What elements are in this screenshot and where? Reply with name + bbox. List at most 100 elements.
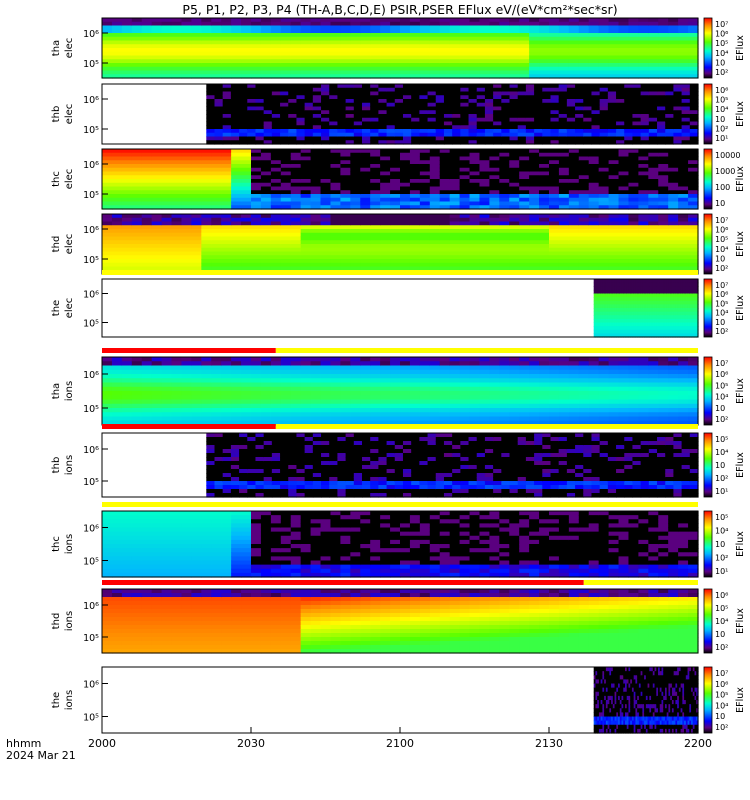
spectrogram-cell <box>638 33 649 37</box>
spectrogram-cell <box>191 229 202 233</box>
spectrogram-cell <box>231 149 242 153</box>
spectrogram-cell <box>688 41 699 45</box>
spectrogram-cell <box>599 237 610 241</box>
spectrogram-cell <box>609 149 620 153</box>
spectrogram-cell <box>410 164 421 168</box>
spectrogram-cell <box>589 157 600 161</box>
spectrogram-cell <box>591 114 600 118</box>
spectrogram-cell <box>599 248 610 252</box>
spectrogram-cell <box>360 187 371 191</box>
spectrogram-cell <box>509 252 520 256</box>
spectrogram-cell <box>281 149 292 153</box>
spectrogram-cell <box>201 149 212 153</box>
spectrogram-cell <box>215 103 224 107</box>
spectrogram-cell <box>599 225 610 229</box>
spectrogram-cell <box>616 95 625 99</box>
spectrogram-cell <box>255 92 264 96</box>
spectrogram-cell <box>215 95 224 99</box>
spectrogram-cell <box>509 63 520 67</box>
spectrogram-cell <box>380 63 391 67</box>
spectrogram-cell <box>436 118 445 122</box>
spectrogram-cell <box>291 248 302 252</box>
spectrogram-cell <box>239 110 248 114</box>
spectrogram-cell <box>211 225 222 229</box>
spectrogram-cell <box>311 183 322 187</box>
spectrogram-cell <box>181 71 192 75</box>
spectrogram-cell <box>172 29 183 33</box>
spectrogram-cell <box>239 114 248 118</box>
spectrogram-cell <box>489 172 500 176</box>
spectrogram-cell <box>518 99 527 103</box>
spectrogram-cell <box>330 153 341 157</box>
spectrogram-cell <box>411 133 420 137</box>
spectrogram-cell <box>648 149 659 153</box>
spectrogram-cell <box>579 190 590 194</box>
spectrogram-cell <box>191 198 202 202</box>
spectrogram-cell <box>231 44 242 48</box>
spectrogram-cell <box>251 255 262 259</box>
spectrogram-cell <box>648 222 659 226</box>
spectrogram-cell <box>678 183 689 187</box>
spectrogram-cell <box>628 157 639 161</box>
spectrogram-cell <box>330 44 341 48</box>
spectrogram-cell <box>420 225 431 229</box>
spectrogram-cell <box>296 103 305 107</box>
spectrogram-cell <box>673 118 682 122</box>
spectrogram-cell <box>628 225 639 229</box>
spectrogram-cell <box>102 244 113 248</box>
spectrogram-cell <box>658 48 669 52</box>
panel-ylabel-probe: thc <box>51 171 62 187</box>
spectrogram-cell <box>251 222 262 226</box>
spectrogram-cell <box>102 366 113 371</box>
spectrogram-cell <box>470 218 481 222</box>
spectrogram-cell <box>430 233 441 237</box>
spectrogram-cell <box>321 240 332 244</box>
spectrogram-cell <box>493 95 502 99</box>
spectrogram-cell <box>470 26 481 30</box>
spectrogram-cell <box>305 95 314 99</box>
spectrogram-cell <box>579 33 590 37</box>
spectrogram-cell <box>221 153 232 157</box>
spectrogram-cell <box>201 41 212 45</box>
spectrogram-cell <box>499 149 510 153</box>
spectrogram-cell <box>400 164 411 168</box>
spectrogram-cell <box>420 41 431 45</box>
spectrogram-cell <box>301 29 312 33</box>
spectrogram-cell <box>550 122 559 126</box>
spectrogram-cell <box>330 194 341 198</box>
spectrogram-cell <box>420 168 431 172</box>
spectrogram-cell <box>251 63 262 67</box>
spectrogram-cell <box>112 263 123 267</box>
spectrogram-cell <box>301 59 312 63</box>
spectrogram-cell <box>619 175 630 179</box>
spectrogram-cell <box>132 222 143 226</box>
spectrogram-cell <box>479 187 490 191</box>
spectrogram-cell <box>281 52 292 56</box>
spectrogram-cell <box>395 133 404 137</box>
spectrogram-cell <box>619 18 630 22</box>
spectrogram-cell <box>172 255 183 259</box>
spectrogram-cell <box>340 44 351 48</box>
spectrogram-cell <box>479 33 490 37</box>
spectrogram-cell <box>479 244 490 248</box>
spectrogram-cell <box>619 237 630 241</box>
spectrogram-cell <box>313 110 322 114</box>
spectrogram-cell <box>411 122 420 126</box>
spectrogram-cell <box>211 240 222 244</box>
spectrogram-cell <box>619 59 630 63</box>
spectrogram-cell <box>231 37 242 41</box>
spectrogram-cell <box>142 179 153 183</box>
spectrogram-cell <box>638 26 649 30</box>
spectrogram-cell <box>430 22 441 26</box>
spectrogram-cell <box>241 263 252 267</box>
spectrogram-cell <box>162 44 173 48</box>
spectrogram-cell <box>296 88 305 92</box>
spectrogram-cell <box>264 95 273 99</box>
spectrogram-cell <box>609 18 620 22</box>
spectrogram-cell <box>206 103 215 107</box>
spectrogram-cell <box>241 56 252 60</box>
spectrogram-cell <box>648 56 659 60</box>
spectrogram-cell <box>132 198 143 202</box>
panel-ytick-label: 10⁶ <box>83 95 99 106</box>
spectrogram-cell <box>470 37 481 41</box>
